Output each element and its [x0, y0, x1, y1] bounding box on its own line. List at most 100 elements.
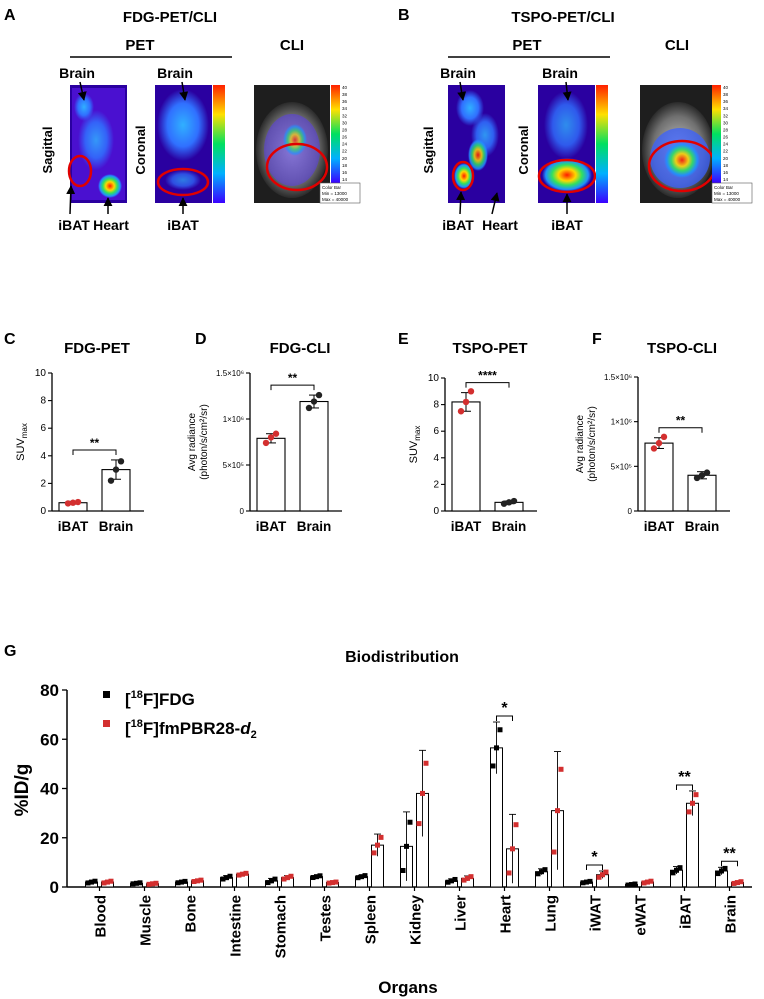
data-point: [224, 875, 229, 881]
tspo-cli-colorbar-box: Color Bar Min = 13000 Max = 40000: [711, 182, 753, 204]
chart-title: FDG-PET: [64, 340, 130, 357]
data-point: [85, 880, 91, 886]
data-point: [603, 869, 609, 875]
data-point: [445, 879, 451, 885]
significance-bracket: [270, 384, 315, 391]
data-point: [288, 873, 294, 879]
data-point: [267, 434, 275, 441]
data-point: [375, 842, 380, 848]
panel-b-pet-label: PET: [512, 37, 541, 54]
x-tick-label: Brain: [492, 519, 527, 534]
tspo-ibat-label-2: iBAT: [551, 217, 583, 233]
y-tick-label: 5×10⁵: [611, 462, 632, 471]
significance-bracket: [676, 784, 693, 790]
significance-bracket: [72, 449, 117, 455]
x-tick-label: Blood: [93, 895, 110, 938]
colorbar-tick-label: 18: [723, 163, 729, 168]
panel-letter-a: A: [4, 7, 16, 24]
x-tick-label: Muscle: [138, 895, 155, 946]
fdg-coronal-pet-image: [155, 85, 212, 203]
data-point: [407, 819, 413, 825]
data-point: [465, 875, 470, 881]
tspo-sagittal-label: Sagittal: [421, 127, 436, 174]
fdg-sagittal-pet-image: [67, 85, 127, 203]
data-point: [420, 790, 425, 796]
panel-b: B TSPO-PET/CLI PET CLI Sagittal Brain iB…: [398, 7, 753, 233]
data-point: [359, 874, 364, 880]
data-point: [179, 879, 184, 885]
panel-letter-b: B: [398, 7, 410, 24]
data-point: [137, 880, 143, 886]
data-point: [146, 881, 152, 887]
colorbar-tick-label: 38: [342, 92, 348, 97]
data-point: [551, 849, 557, 855]
svg-text:Min = 13000: Min = 13000: [322, 191, 347, 196]
colorbar-tick-label: 36: [342, 99, 348, 104]
colorbar-tick-label: 38: [723, 92, 729, 97]
data-point: [625, 882, 631, 888]
y-tick-label: 8: [433, 400, 439, 411]
colorbar-tick-label: 14: [342, 177, 348, 182]
data-point: [461, 877, 467, 883]
panel-letter-f: F: [592, 331, 602, 348]
y-axis-label: (photon/s/cm²/sr): [199, 404, 210, 480]
y-tick-label: 20: [40, 829, 59, 848]
data-point: [272, 876, 278, 882]
chart-f: TSPO-CLI 0 5×10⁵ 1×10⁶ 1.5×10⁶ Avg radiance (p…: [575, 340, 730, 534]
data-point: [655, 439, 663, 447]
y-tick-label: 10: [428, 373, 440, 384]
y-tick-label: 8: [40, 396, 46, 407]
data-point: [506, 870, 512, 876]
colorbar-tick-label: 40: [723, 85, 729, 90]
data-point: [227, 873, 233, 879]
colorbar-tick-label: 36: [723, 99, 729, 104]
x-tick-label: Intestine: [228, 895, 245, 957]
colorbar-tick-label: 28: [342, 127, 348, 132]
data-point: [310, 398, 318, 405]
chart-title: Biodistribution: [345, 649, 459, 666]
y-tick-label: 0: [433, 506, 439, 517]
data-point: [64, 500, 72, 507]
legend-marker-fdg: [103, 691, 110, 698]
panel-a-cli-label: CLI: [280, 37, 304, 54]
data-point: [535, 871, 541, 877]
bar-ibat: [451, 401, 481, 512]
data-point: [497, 727, 503, 733]
x-axis-label: Organs: [378, 978, 438, 997]
data-point: [281, 876, 287, 882]
svg-text:Max = 40000: Max = 40000: [714, 197, 741, 202]
data-point: [715, 871, 721, 877]
data-point: [404, 843, 409, 849]
colorbar-tick-label: 40: [342, 85, 348, 90]
panel-a: A FDG-PET/CLI PET CLI Sagittal Brain iBA…: [4, 7, 361, 233]
data-point: [629, 882, 634, 888]
data-point: [355, 875, 361, 881]
data-point: [134, 880, 139, 886]
data-point: [314, 874, 319, 880]
tspo-ibat-label-1: iBAT: [442, 217, 474, 233]
svg-text:Color Bar: Color Bar: [714, 185, 734, 190]
data-point: [108, 878, 114, 884]
x-tick-label: iBAT: [451, 519, 482, 534]
data-point: [462, 398, 470, 406]
fdg-cli-colorbar-ticks: 40 38 36 34 32 30 28 26 24 22 20 18 16 14: [342, 85, 348, 182]
data-point: [112, 466, 120, 473]
data-point: [449, 878, 454, 884]
significance-label: **: [288, 371, 298, 385]
data-point: [693, 792, 699, 798]
data-point: [191, 879, 197, 885]
tspo-pet-colorbar: [596, 85, 608, 203]
data-point: [371, 850, 377, 856]
x-tick-label: Kidney: [408, 894, 425, 945]
y-tick-label: 1×10⁶: [223, 415, 244, 424]
panel-letter-g: G: [4, 643, 16, 660]
data-point: [600, 872, 605, 878]
chart-c: FDG-PET 0 2 4 6 8 10 SUVmax iBAT Brain **: [15, 340, 144, 534]
colorbar-tick-label: 28: [723, 127, 729, 132]
data-point: [686, 809, 692, 815]
data-point: [513, 822, 519, 828]
data-point: [74, 498, 82, 506]
bar-ibat: [644, 442, 674, 512]
data-point: [243, 870, 249, 876]
data-point: [89, 879, 94, 885]
